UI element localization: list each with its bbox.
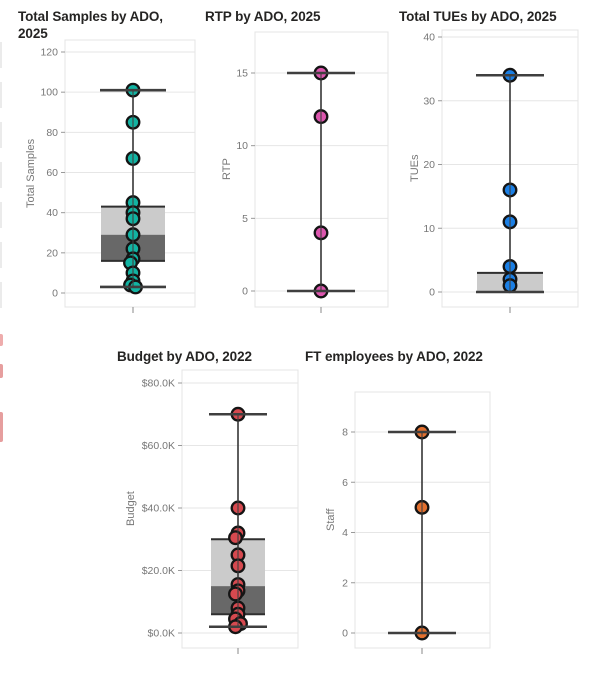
axis-tick-label: 0 xyxy=(52,288,58,300)
axis-tick-label: 20 xyxy=(46,247,58,259)
chart-title: RTP by ADO, 2025 xyxy=(205,9,321,24)
axis-tick-label: 10 xyxy=(236,140,248,152)
chart-title: FT employees by ADO, 2022 xyxy=(305,349,483,364)
axis-tick-label: 2 xyxy=(342,577,348,589)
axis-tick-label: $0.0K xyxy=(148,628,175,640)
axis-tick-label: 30 xyxy=(423,95,435,107)
axis-tick-label: 5 xyxy=(242,213,248,225)
chart-title: Total Samples by ADO, 2025 xyxy=(18,9,163,41)
axis-tick-label: 10 xyxy=(423,223,435,235)
axis-tick-label: $20.0K xyxy=(142,565,175,577)
axis-tick-label: 4 xyxy=(342,527,348,539)
axis-tick-label: $40.0K xyxy=(142,503,175,515)
data-point[interactable] xyxy=(228,586,243,602)
data-point[interactable] xyxy=(228,530,243,546)
visual-rtp: RTP by ADO, 2025 RTP 0 5 10 15 xyxy=(200,6,395,340)
box-plot-rtp: 0 5 10 15 xyxy=(236,31,389,313)
chart-title: Budget by ADO, 2022 xyxy=(117,349,252,364)
axis-tick-label: $60.0K xyxy=(142,440,175,452)
axis-tick-label: 0 xyxy=(342,628,348,640)
axis-tick-label: $80.0K xyxy=(142,378,175,390)
axis-tick-label: 60 xyxy=(46,167,58,179)
visual-total-tues: Total TUEs by ADO, 2025 TUEs 0 10 20 30 40 xyxy=(396,6,594,340)
box-plot-total-samples: 0 20 40 60 80 100 120 xyxy=(40,39,196,313)
box-plot-total-tues: 0 10 20 30 40 xyxy=(423,29,579,313)
axis-tick-label: 6 xyxy=(342,477,348,489)
axis-tick-label: 0 xyxy=(429,287,435,299)
visual-budget: Budget by ADO, 2022 Budget $0.0K $20.0K $4… xyxy=(112,344,308,680)
axis-tick-label: 20 xyxy=(423,159,435,171)
axis-tick-label: 80 xyxy=(46,127,58,139)
box-plot-budget: $0.0K $20.0K $40.0K $60.0K $80.0K xyxy=(142,369,299,654)
axis-tick-label: 40 xyxy=(46,207,58,219)
chart-title: Total TUEs by ADO, 2025 xyxy=(399,9,557,24)
visual-total-samples: Total Samples by ADO, 2025 Total Samples… xyxy=(8,6,200,340)
axis-tick-label: 0 xyxy=(242,286,248,298)
axis-tick-label: 8 xyxy=(342,427,348,439)
axis-tick-label: 100 xyxy=(40,87,58,99)
axis-tick-label: 120 xyxy=(40,47,58,59)
axis-tick-label: 15 xyxy=(236,68,248,80)
axis-tick-label: 40 xyxy=(423,32,435,44)
box-plot-ft-employees: 0 2 4 6 8 xyxy=(342,391,491,654)
